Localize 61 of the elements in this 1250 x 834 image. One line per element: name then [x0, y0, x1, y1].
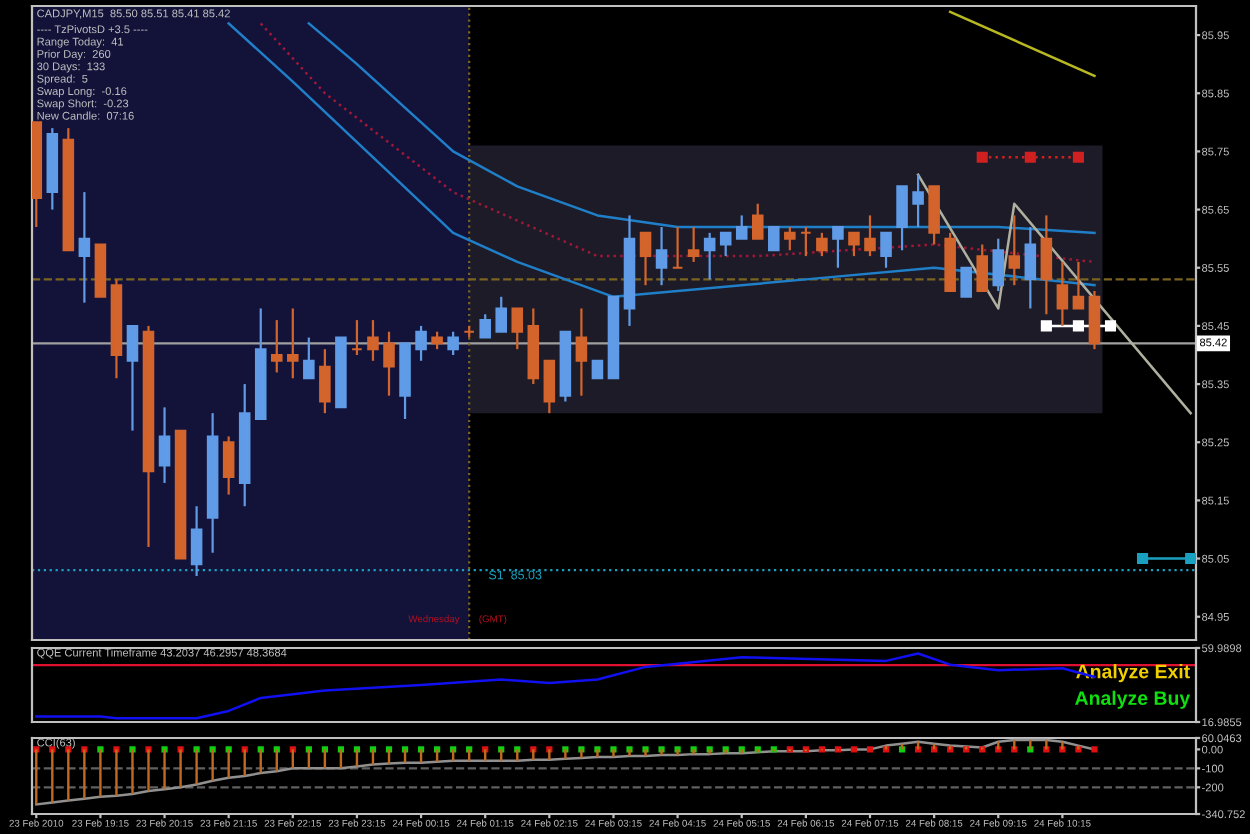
- candlestick: [832, 225, 844, 269]
- candlestick: [992, 237, 1005, 293]
- candlestick: [511, 307, 524, 351]
- candlestick: [190, 505, 203, 578]
- candlestick: [319, 348, 331, 415]
- candlestick: [367, 318, 379, 362]
- annotation: Analyze Buy: [1075, 690, 1191, 709]
- point: [1024, 151, 1036, 163]
- candlestick: [543, 359, 556, 415]
- candlestick: [816, 231, 828, 258]
- candlestick: [1056, 260, 1069, 328]
- candlestick: [495, 295, 508, 333]
- candlestick: [383, 330, 395, 397]
- point: [1137, 553, 1149, 565]
- candlestick: [639, 231, 652, 287]
- candlestick: [575, 307, 588, 397]
- candlestick: [751, 202, 764, 240]
- candlestick: [703, 231, 716, 281]
- candlestick: [303, 336, 315, 380]
- point: [1185, 553, 1196, 565]
- candlestick: [912, 173, 924, 229]
- candlestick: [784, 225, 796, 252]
- candlestick: [126, 324, 139, 432]
- line-series: [916, 173, 1192, 415]
- candlestick: [1040, 214, 1053, 316]
- candlestick: [800, 225, 812, 258]
- candlestick: [655, 225, 668, 287]
- candlestick: [928, 185, 940, 246]
- candlestick: [447, 330, 459, 357]
- candlestick: [671, 225, 684, 269]
- candlestick: [222, 435, 235, 496]
- candlestick: [270, 318, 283, 374]
- line-series: [227, 22, 1096, 299]
- candlestick: [479, 313, 491, 339]
- point: [1104, 320, 1117, 332]
- candlestick: [351, 318, 363, 357]
- candlestick: [719, 231, 732, 258]
- candlestick: [735, 214, 748, 240]
- candlestick: [768, 226, 780, 252]
- point: [1040, 320, 1052, 332]
- point: [976, 151, 988, 163]
- candlestick: [1088, 289, 1101, 351]
- candlestick: [78, 191, 91, 304]
- candlestick: [960, 266, 972, 298]
- candlestick: [158, 406, 171, 485]
- candlestick: [687, 225, 700, 264]
- candlestick: [287, 307, 299, 380]
- candlestick: [976, 243, 989, 293]
- candlestick: [864, 214, 876, 258]
- candlestick: [1024, 225, 1037, 310]
- candlestick: [848, 231, 860, 258]
- line-series: [307, 22, 1096, 235]
- candlestick: [415, 324, 427, 362]
- candlestick: [880, 231, 892, 269]
- point: [1072, 151, 1084, 163]
- line-series: [35, 738, 1096, 806]
- candlestick: [896, 185, 908, 252]
- line-series: [259, 22, 1096, 264]
- candlestick: [1008, 214, 1021, 287]
- point: [1072, 320, 1084, 332]
- candlestick: [1072, 260, 1085, 310]
